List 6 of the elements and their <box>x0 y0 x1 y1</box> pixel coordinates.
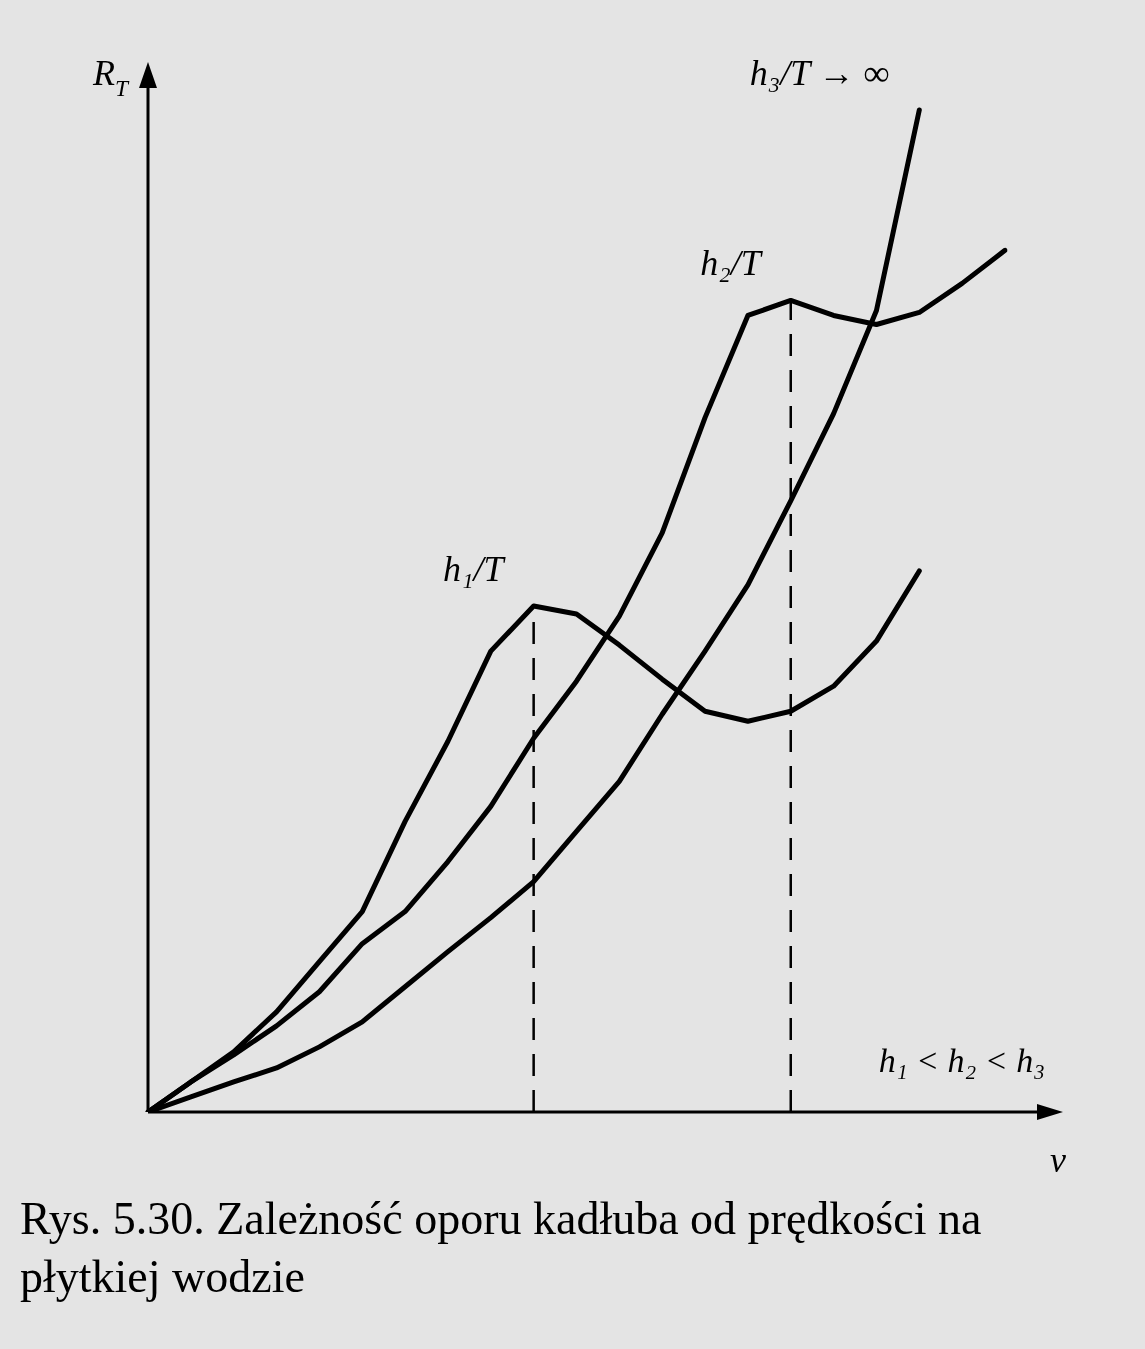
x-axis-title: v <box>1050 1140 1066 1180</box>
series-label: h₂/T <box>700 243 764 284</box>
series-label: h₃/T → ∞ <box>749 53 890 94</box>
annotation: h₁ < h₂ < h₃ <box>878 1042 1045 1079</box>
series-label: h₁/T <box>443 549 507 590</box>
text: Rys. 5.30. Zależność oporu kadłuba od prędkości na płytkiej wodzie <box>20 1192 983 1304</box>
